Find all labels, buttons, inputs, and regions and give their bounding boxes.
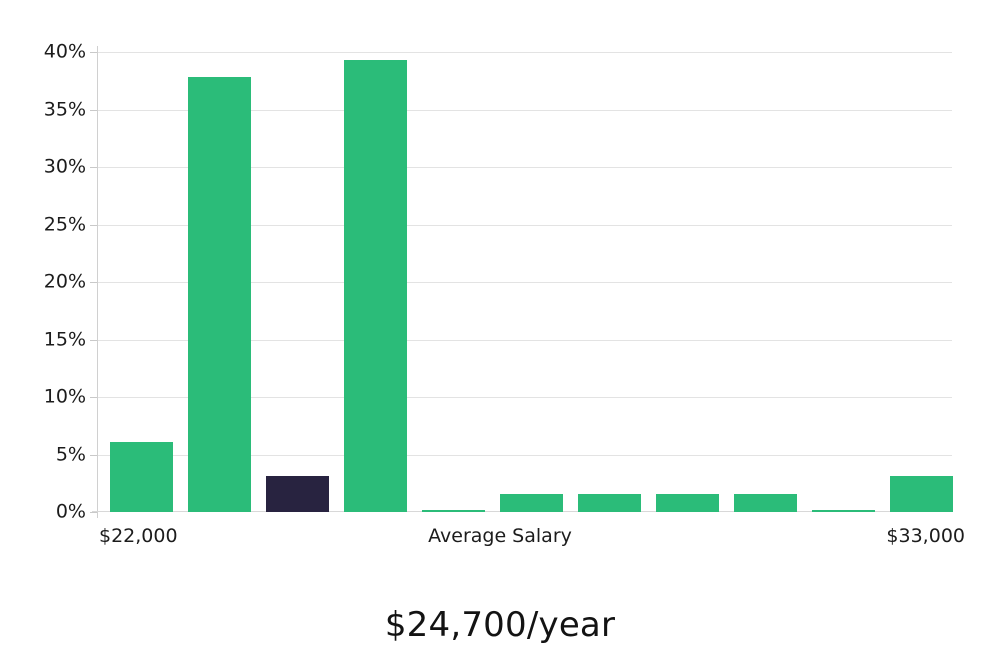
bar-11 — [890, 476, 953, 512]
y-tick-mark-25 — [90, 224, 98, 226]
gridline-5 — [98, 454, 952, 456]
y-tick-label-5: 5% — [55, 443, 86, 465]
gridline-20 — [98, 282, 952, 283]
y-tick-mark-10 — [90, 397, 98, 398]
y-tick-label-20: 20% — [43, 270, 86, 293]
gridline-15 — [98, 339, 952, 341]
bar-6 — [500, 493, 563, 512]
y-tick-label-35: 35% — [43, 98, 86, 120]
y-tick-label-25: 25% — [43, 213, 86, 235]
y-axis-line — [97, 46, 98, 518]
y-tick-mark-20 — [90, 282, 98, 283]
gridline-40 — [98, 52, 952, 53]
bar-8 — [656, 493, 719, 512]
chart-caption: $24,700/year — [384, 605, 616, 645]
plot-area — [92, 52, 953, 512]
bar-5 — [422, 510, 485, 512]
x-axis-right-label: $33,000 — [886, 525, 965, 547]
bar-4 — [344, 60, 407, 512]
y-tick-label-10: 10% — [43, 385, 86, 408]
bar-10 — [812, 510, 875, 512]
gridline-25 — [98, 224, 952, 226]
y-tick-mark-30 — [90, 167, 98, 168]
y-tick-mark-5 — [90, 454, 98, 456]
gridline-30 — [98, 167, 952, 168]
y-axis-labels: 0% 5% 10% 15% 20% 25% 30% 35% 40% — [0, 0, 86, 660]
y-tick-mark-35 — [90, 109, 98, 111]
bar-2 — [188, 77, 251, 512]
y-tick-mark-0 — [90, 512, 98, 513]
y-tick-label-15: 15% — [43, 328, 86, 350]
y-tick-mark-15 — [90, 339, 98, 341]
bar-7 — [578, 493, 641, 512]
x-axis-title: Average Salary — [428, 525, 572, 547]
y-tick-label-0: 0% — [55, 500, 86, 523]
bar-9 — [734, 493, 797, 512]
bar-3 — [266, 476, 329, 512]
bar-1 — [110, 441, 173, 512]
y-tick-mark-40 — [90, 52, 98, 53]
x-axis-left-label: $22,000 — [99, 525, 178, 547]
gridline-35 — [98, 109, 952, 111]
y-tick-label-40: 40% — [43, 40, 86, 63]
y-tick-label-30: 30% — [43, 155, 86, 178]
gridline-10 — [98, 397, 952, 398]
